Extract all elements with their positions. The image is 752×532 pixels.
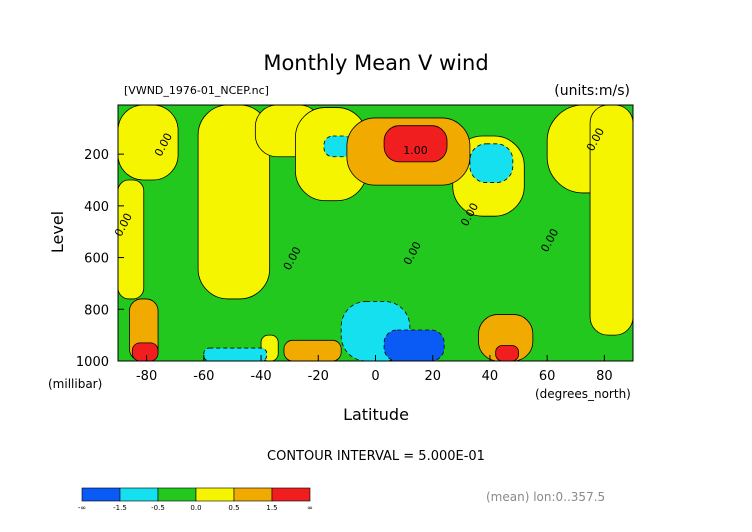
contour-region <box>495 345 519 362</box>
colorbar-label: -0.5 <box>151 504 165 512</box>
x-tick-label: -40 <box>250 369 271 384</box>
x-tick-label: 80 <box>596 369 613 384</box>
colorbar-label: 0.0 <box>190 504 201 512</box>
y-tick-label: 200 <box>84 148 109 163</box>
contour-interval-text: CONTOUR INTERVAL = 5.000E-01 <box>267 449 485 464</box>
colorbar-swatch <box>195 487 235 502</box>
y-tick-label: 400 <box>84 200 109 215</box>
x-tick-label: 60 <box>539 369 556 384</box>
contour-region <box>283 339 342 362</box>
contour-fill-regions <box>117 104 634 362</box>
y-tick-label: 800 <box>84 303 109 318</box>
x-tick-label: -60 <box>193 369 214 384</box>
x-tick-label: 0 <box>371 369 379 384</box>
colorbar-label: 0.5 <box>228 504 239 512</box>
contour-region <box>383 329 445 362</box>
x-tick-label: -20 <box>308 369 329 384</box>
file-label: [VWND_1976-01_NCEP.nc] <box>124 84 269 97</box>
y-tick-label: 1000 <box>76 355 109 370</box>
x-tick-label: -80 <box>136 369 157 384</box>
colorbar-label: -∞ <box>78 504 86 512</box>
x-axis-label: Latitude <box>343 405 409 424</box>
contour-region <box>117 179 145 300</box>
contour-region <box>383 125 448 163</box>
contour-region <box>323 135 354 158</box>
chart-title: Monthly Mean V wind <box>263 51 488 75</box>
contour-region <box>469 143 514 183</box>
units-label: (units:m/s) <box>554 83 630 99</box>
colorbar-swatch <box>157 487 197 502</box>
colorbar-label: -1.5 <box>113 504 127 512</box>
contour-label: 1.00 <box>403 144 428 157</box>
colorbar-swatch <box>119 487 159 502</box>
colorbar-swatch <box>271 487 311 502</box>
x-axis-units: (degrees_north) <box>535 387 631 401</box>
colorbar-swatch <box>81 487 121 502</box>
colorbar-label: ∞ <box>307 504 313 512</box>
x-axis: -80 -60 -40 -20 0 20 40 60 80 <box>136 355 613 384</box>
footer-text: (mean) lon:0..357.5 <box>486 490 605 504</box>
plot-area: 0.000.000.001.000.000.000.000.00 <box>112 104 634 362</box>
colorbar: -∞ -1.5 -0.5 0.0 0.5 1.5 ∞ <box>78 487 313 512</box>
y-axis-label: Level <box>48 211 67 253</box>
x-tick-label: 20 <box>424 369 441 384</box>
x-tick-label: 40 <box>482 369 499 384</box>
y-axis: 200 400 600 800 1000 <box>76 148 124 370</box>
contour-region <box>131 342 159 362</box>
colorbar-swatch <box>233 487 273 502</box>
contour-region <box>203 347 268 362</box>
colorbar-label: 1.5 <box>266 504 277 512</box>
y-tick-label: 600 <box>84 252 109 267</box>
y-axis-units: (millibar) <box>48 377 102 391</box>
